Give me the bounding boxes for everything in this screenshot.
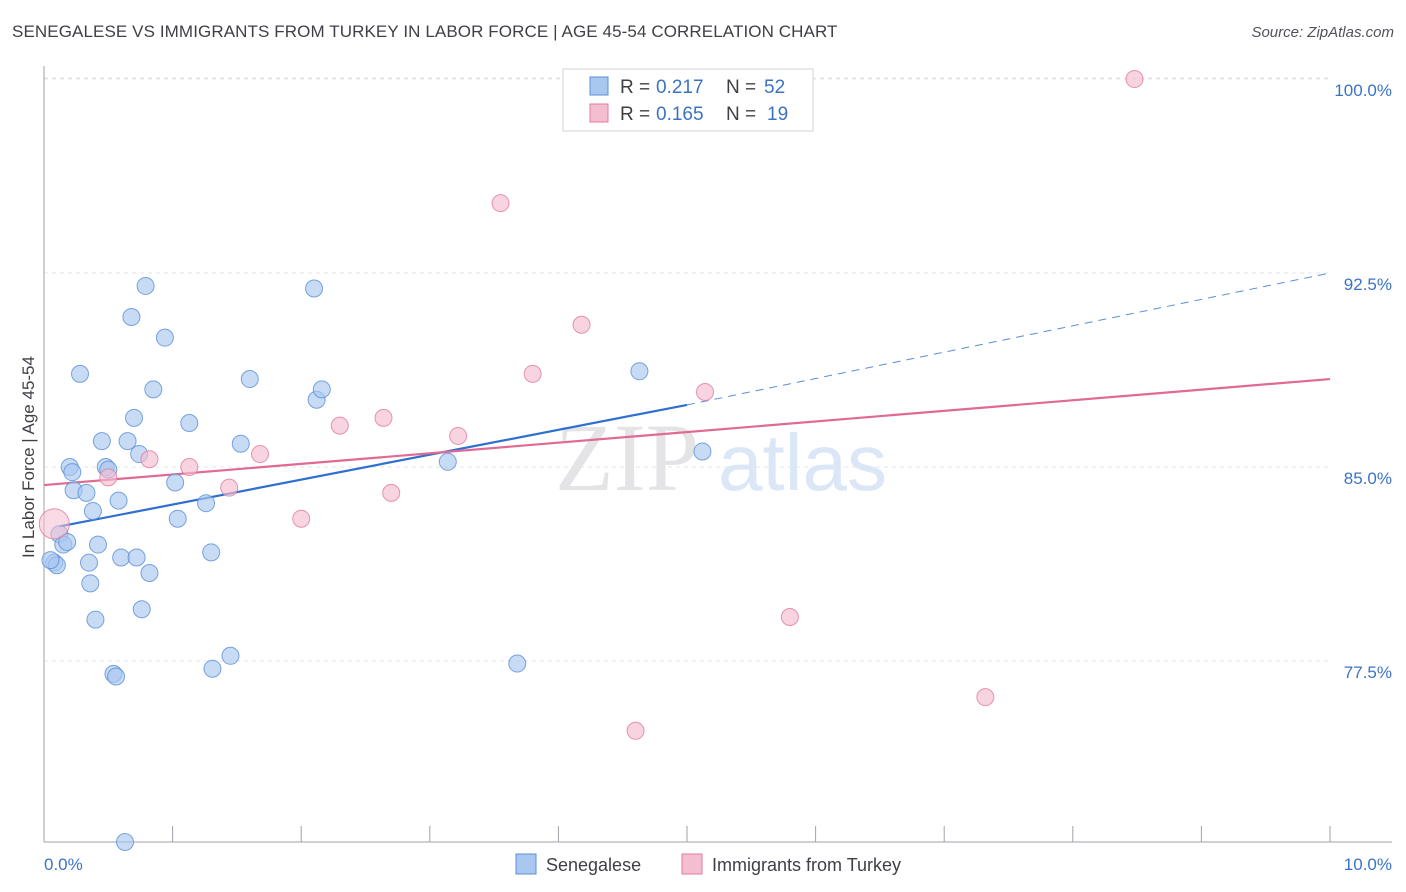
point-senegalese-46 — [508, 654, 527, 673]
point-senegalese-32 — [155, 328, 174, 347]
point-senegalese-25 — [125, 408, 144, 427]
stats-n-label-1: N = — [726, 77, 756, 98]
point-turkey-15 — [696, 382, 715, 401]
y-axis-title: In Labor Force | Age 45-54 — [19, 356, 38, 558]
point-senegalese-35 — [180, 414, 199, 433]
legend-swatch-turkey — [681, 853, 703, 875]
y-tick-label-3: 100.0% — [1334, 81, 1392, 100]
legend-label-turkey: Immigrants from Turkey — [712, 855, 901, 875]
point-senegalese-10 — [80, 553, 99, 572]
point-senegalese-45 — [438, 452, 457, 471]
stats-r-value-1: 0.217 — [656, 77, 704, 98]
stats-n-value-2: 19 — [767, 104, 788, 125]
legend-label-senegalese: Senegalese — [546, 855, 641, 875]
point-turkey-18 — [1125, 70, 1144, 89]
point-senegalese-15 — [92, 432, 111, 451]
point-senegalese-14 — [89, 535, 108, 554]
stats-r-label-1: R = — [620, 77, 650, 98]
grid-lines — [44, 77, 1332, 662]
point-senegalese-19 — [107, 667, 126, 686]
point-senegalese-20 — [109, 491, 128, 510]
stats-n-label-2: N = — [726, 104, 756, 125]
point-turkey-1 — [99, 468, 118, 487]
point-turkey-8 — [374, 408, 393, 427]
point-senegalese-30 — [140, 564, 159, 583]
point-senegalese-29 — [136, 276, 155, 295]
point-turkey-6 — [292, 509, 311, 528]
point-turkey-4 — [220, 478, 239, 497]
data-points — [38, 70, 1144, 851]
point-turkey-9 — [382, 483, 401, 502]
point-senegalese-48 — [693, 442, 712, 461]
y-tick-labels: 77.5% 85.0% 92.5% 100.0% — [1334, 81, 1392, 682]
point-senegalese-39 — [221, 646, 240, 665]
point-senegalese-33 — [166, 473, 185, 492]
point-senegalese-11 — [81, 574, 100, 593]
point-turkey-2 — [140, 450, 159, 469]
point-senegalese-47 — [630, 362, 649, 381]
point-senegalese-34 — [168, 509, 187, 528]
point-turkey-12 — [523, 364, 542, 383]
chart-title: SENEGALESE VS IMMIGRANTS FROM TURKEY IN … — [12, 22, 838, 41]
stats-r-value-2: 0.165 — [656, 104, 704, 125]
point-turkey-14 — [626, 721, 645, 740]
point-senegalese-31 — [144, 380, 163, 399]
point-senegalese-26 — [127, 548, 146, 567]
point-senegalese-21 — [112, 548, 131, 567]
point-senegalese-41 — [240, 370, 259, 389]
x-tick-label-min: 0.0% — [44, 855, 83, 874]
trend-line-senegalese — [59, 403, 688, 528]
series-legend: Senegalese Immigrants from Turkey — [515, 853, 901, 875]
point-turkey-13 — [572, 315, 591, 334]
point-turkey-16 — [780, 607, 799, 626]
watermark-zip: ZIP — [555, 404, 699, 511]
point-senegalese-28 — [132, 600, 151, 619]
point-senegalese-4 — [58, 532, 77, 551]
point-turkey-11 — [491, 194, 510, 213]
point-senegalese-38 — [203, 659, 222, 678]
point-senegalese-22 — [116, 833, 135, 851]
stats-n-value-1: 52 — [764, 77, 785, 98]
point-senegalese-9 — [77, 483, 96, 502]
point-senegalese-36 — [197, 494, 216, 513]
axes — [43, 66, 1392, 843]
point-senegalese-40 — [231, 434, 250, 453]
x-tick-label-max: 10.0% — [1344, 855, 1392, 874]
point-senegalese-12 — [86, 610, 105, 629]
stats-swatch-senegalese — [589, 76, 609, 96]
point-turkey-17 — [976, 688, 995, 707]
y-tick-label-0: 77.5% — [1344, 663, 1392, 682]
trend-line-senegalese-extension — [686, 272, 1331, 406]
point-turkey-0 — [38, 508, 70, 540]
point-senegalese-8 — [71, 364, 90, 383]
point-senegalese-44 — [312, 380, 331, 399]
point-senegalese-24 — [122, 307, 141, 326]
legend-swatch-senegalese — [515, 853, 537, 875]
point-turkey-5 — [251, 445, 270, 464]
point-senegalese-6 — [63, 463, 82, 482]
point-senegalese-13 — [83, 501, 102, 520]
point-turkey-7 — [330, 416, 349, 435]
y-tick-label-1: 85.0% — [1344, 469, 1392, 488]
point-senegalese-49 — [41, 551, 60, 570]
point-senegalese-37 — [202, 543, 221, 562]
point-senegalese-23 — [118, 432, 137, 451]
stats-swatch-turkey — [589, 103, 609, 123]
trend-lines — [43, 272, 1331, 528]
point-senegalese-42 — [305, 279, 324, 298]
stats-r-label-2: R = — [620, 104, 650, 125]
point-turkey-3 — [180, 457, 199, 476]
watermark-atlas: atlas — [718, 418, 887, 507]
trend-line-turkey — [43, 377, 1331, 487]
y-tick-label-2: 92.5% — [1344, 275, 1392, 294]
stats-legend: R = 0.217 N = 52 R = 0.165 N = 19 — [562, 68, 814, 132]
source-label: Source: ZipAtlas.com — [1251, 24, 1394, 41]
point-turkey-10 — [449, 426, 468, 445]
